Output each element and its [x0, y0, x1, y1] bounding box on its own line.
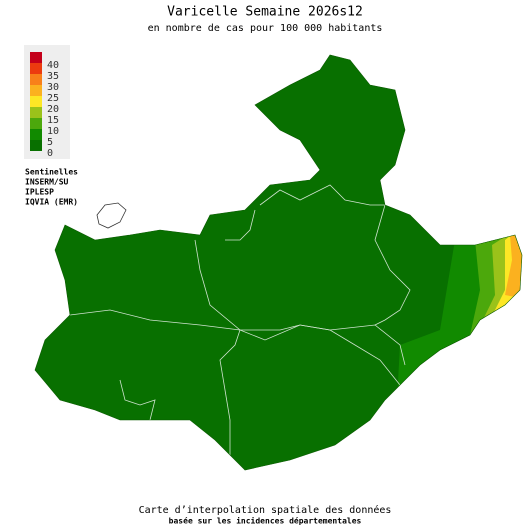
source-label: Sentinelles: [25, 167, 78, 177]
footer-line: basée sur les incidences départementales: [169, 516, 362, 526]
legend-label: 35: [47, 71, 59, 82]
legend-swatch: [30, 96, 42, 107]
legend-swatch: [30, 140, 42, 151]
border: [194, 239, 241, 455]
border: [119, 379, 156, 421]
legend-label: 15: [47, 115, 59, 126]
border: [239, 324, 401, 386]
map-subtitle: en nombre de cas pour 100 000 habitants: [148, 23, 383, 34]
legend-swatch: [30, 129, 42, 140]
border: [225, 209, 256, 241]
map-title: Varicelle Semaine 2026s12: [167, 5, 363, 20]
legend-swatch: [30, 118, 42, 129]
footer-line: Carte d’interpolation spatiale des donné…: [139, 504, 392, 516]
legend-swatch: [30, 52, 42, 63]
border: [374, 204, 411, 326]
enclave: [96, 202, 127, 229]
legend-swatch: [30, 107, 42, 118]
legend-label: 30: [47, 82, 59, 93]
legend-label: 5: [47, 137, 53, 148]
source-label: IPLESP: [25, 188, 54, 197]
region-outline: [34, 54, 523, 471]
legend-label: 40: [47, 60, 59, 71]
legend-swatch: [30, 85, 42, 96]
border: [259, 184, 385, 206]
legend-label: 20: [47, 104, 59, 115]
source-label: INSERM/SU: [25, 178, 69, 187]
source-label: IQVIA (EMR): [25, 198, 78, 207]
legend-swatch: [30, 63, 42, 74]
legend-label: 25: [47, 93, 59, 104]
department-borders: [69, 184, 411, 455]
legend-swatch: [30, 74, 42, 85]
border: [69, 309, 406, 366]
legend-label: 10: [47, 126, 59, 137]
band: [505, 220, 522, 300]
legend-label: 0: [47, 148, 53, 159]
